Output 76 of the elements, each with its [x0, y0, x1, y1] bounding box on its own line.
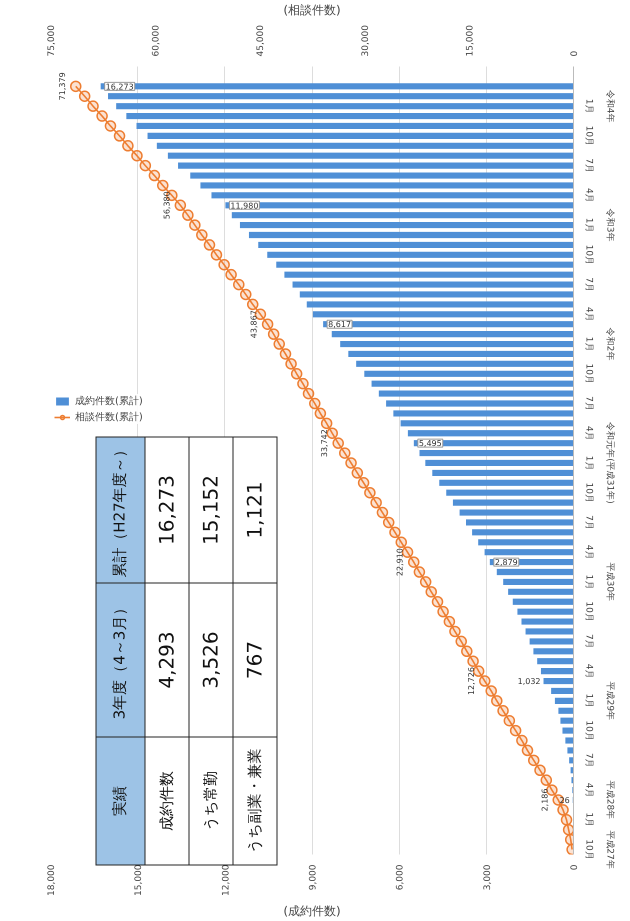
x2-tick-label: 15,000: [465, 24, 476, 56]
legend-label: 相談件数(累計): [75, 410, 143, 424]
data-label: 12,726: [466, 667, 476, 696]
annotation: 15,152: [188, 436, 232, 582]
annotation: 16,273: [144, 436, 188, 582]
y-tick-label: 1月: [584, 336, 594, 352]
data-label: 22,910: [396, 548, 405, 576]
y-tick-label: 7月: [584, 396, 594, 411]
y-tick-label: 7月: [584, 515, 594, 530]
x2-tick-label: 75,000: [47, 24, 57, 56]
x2-tick-label: 0: [570, 50, 580, 56]
x-tick-label: 6,000: [396, 864, 406, 890]
annotation: 成約件数: [144, 736, 188, 864]
annotation: 4,293: [144, 582, 188, 736]
x2-axis-title: (相談件数): [283, 3, 341, 18]
x2-tick-label: 45,000: [256, 24, 266, 56]
data-label: 71,379: [58, 72, 67, 100]
data-label: 11,980: [230, 201, 258, 210]
x-tick-label: 18,000: [47, 864, 57, 896]
y-tick-label: 7月: [584, 277, 594, 292]
y-tick-label: 4月: [584, 188, 594, 203]
x-tick-label: 0: [570, 864, 580, 870]
x2-tick-label: 60,000: [152, 24, 162, 56]
y-tick-label: 1月: [584, 98, 594, 114]
y-tick-label: 1月: [584, 218, 594, 232]
data-label: 1,032: [518, 677, 541, 686]
annotation: 767: [232, 582, 276, 736]
y-tick-label: 7月: [584, 634, 594, 649]
y-tick-label: 4月: [584, 782, 594, 798]
y2-tick-label: 平成28年: [604, 780, 616, 820]
y2-tick-label: 平成30年: [604, 562, 616, 602]
annotation: うち副業・兼業: [232, 736, 276, 864]
x-axis-title: (成約件数): [283, 904, 341, 918]
y2-tick-label: 平成27年: [604, 830, 616, 869]
data-label: 5,495: [418, 439, 442, 448]
data-label: 2,186: [540, 788, 550, 812]
y2-tick-label: 令和2年: [604, 328, 616, 360]
y-tick-label: 7月: [584, 752, 594, 768]
x-tick-label: 3,000: [482, 864, 493, 890]
y2-tick-label: 令和4年: [604, 90, 616, 123]
y-tick-label: 4月: [584, 544, 594, 560]
x2-tick-label: 30,000: [360, 24, 371, 56]
y-tick-label: 10月: [584, 601, 594, 622]
y2-tick-label: 令和元年(平成31年): [604, 422, 616, 504]
y-tick-label: 1月: [584, 574, 594, 590]
y-tick-label: 1月: [584, 812, 594, 828]
y2-tick-label: 平成29年: [604, 682, 616, 720]
y-tick-label: 10月: [584, 126, 594, 146]
y-tick-label: 4月: [584, 306, 594, 322]
x-tick-label: 15,000: [134, 864, 144, 896]
data-label: 8,617: [328, 320, 352, 330]
annotation: 実績: [96, 736, 144, 864]
y-tick-label: 1月: [584, 456, 594, 470]
legend-label: 成約件数(累計): [75, 394, 143, 408]
y-tick-label: 4月: [584, 664, 594, 678]
y-tick-label: 10月: [584, 482, 594, 503]
y-tick-label: 7月: [584, 158, 594, 173]
data-label: 56,380: [162, 191, 172, 220]
y-tick-label: 10月: [584, 720, 594, 741]
y-tick-label: 1月: [584, 694, 594, 708]
y-tick-label: 4月: [584, 426, 594, 441]
y-tick-label: 10月: [584, 839, 594, 860]
y-tick-label: 10月: [584, 244, 594, 266]
y-tick-label: 10月: [584, 364, 594, 384]
data-label: 43,867: [250, 310, 259, 338]
annotation: うち常勤: [188, 736, 232, 864]
annotation: 3年度（4～3月）: [96, 582, 144, 736]
x-tick-label: 12,000: [221, 864, 232, 896]
y2-tick-label: 令和3年: [604, 208, 616, 242]
data-label: 33,742: [320, 429, 330, 458]
data-label: 16,273: [106, 82, 134, 92]
x-tick-label: 9,000: [308, 864, 318, 890]
data-label: 2,879: [494, 558, 518, 568]
annotation: 累計（H27年度～）: [96, 436, 144, 582]
annotation: 1,121: [232, 436, 276, 582]
annotation: 3,526: [188, 582, 232, 736]
